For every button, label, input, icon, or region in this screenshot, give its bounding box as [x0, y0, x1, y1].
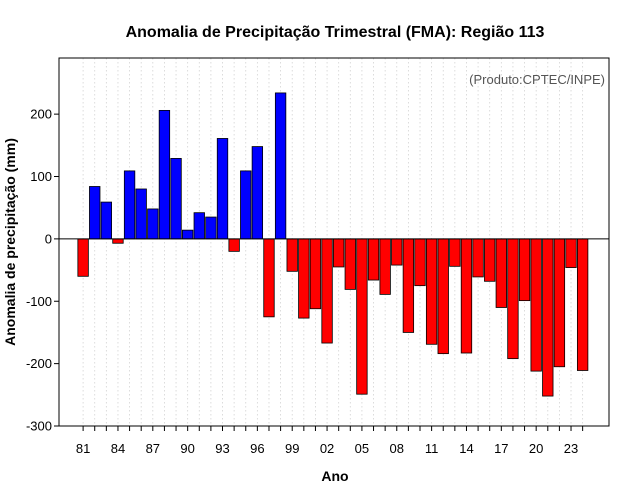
x-tick-label: 84: [111, 441, 125, 456]
x-tick-label: 02: [320, 441, 334, 456]
y-tick-label: -300: [26, 419, 52, 434]
bar-2009: [402, 238, 415, 333]
bar-1992: [205, 216, 217, 240]
x-tick-label: 11: [425, 441, 439, 456]
x-axis-label: Ano: [321, 468, 348, 484]
bar-1996: [251, 146, 264, 240]
bar-2019: [518, 238, 531, 302]
x-tick-label: 05: [355, 441, 369, 456]
bar-2017: [495, 238, 507, 308]
bar-2015: [472, 238, 484, 278]
y-tick-label: -100: [26, 294, 52, 309]
bar-1997: [263, 238, 275, 318]
bar-2023: [565, 238, 577, 268]
x-tick-label: 20: [529, 441, 543, 456]
bar-1995: [240, 170, 252, 240]
bar-2007: [379, 238, 391, 295]
bar-2008: [391, 238, 403, 266]
product-credit: (Produto:CPTEC/INPE): [469, 72, 605, 87]
bar-1988: [158, 109, 171, 240]
bar-1986: [135, 188, 147, 240]
x-tick-label: 87: [146, 441, 160, 456]
bar-2005: [356, 238, 368, 395]
x-tick-label: 14: [459, 441, 473, 456]
y-tick-label: -200: [26, 356, 52, 371]
bar-2011: [425, 238, 438, 345]
bar-2013: [449, 238, 461, 267]
bar-2021: [542, 238, 554, 397]
y-tick-label: 200: [30, 107, 52, 122]
y-axis-label: Anomalia de precipitação (mm): [2, 138, 18, 346]
bar-1993: [216, 138, 229, 240]
bar-1990: [182, 229, 194, 240]
bar-2018: [507, 238, 519, 360]
bar-2022: [553, 238, 566, 368]
bar-2010: [414, 238, 426, 287]
bar-1991: [193, 212, 205, 240]
bar-2006: [367, 238, 380, 281]
bar-1987: [147, 208, 159, 240]
bar-2016: [484, 238, 496, 282]
x-tick-label: 99: [285, 441, 299, 456]
bar-2003: [333, 238, 345, 268]
bar-1984: [112, 238, 124, 244]
bar-1989: [170, 158, 182, 240]
bar-1981: [77, 238, 89, 277]
x-tick-label: 23: [564, 441, 578, 456]
x-tick-label: 08: [390, 441, 404, 456]
bar-1982: [89, 186, 101, 240]
plot-frame: [58, 57, 610, 427]
bar-2014: [460, 238, 473, 354]
bar-2001: [309, 238, 322, 310]
bar-2020: [530, 238, 542, 372]
x-tick-label: 90: [180, 441, 194, 456]
x-tick-label: 81: [76, 441, 90, 456]
bar-2000: [298, 238, 310, 319]
y-tick-label: 0: [45, 231, 52, 246]
bar-1983: [100, 201, 112, 240]
bar-1985: [123, 170, 136, 240]
x-tick-label: 96: [250, 441, 264, 456]
bar-2002: [321, 238, 333, 344]
bar-2004: [344, 238, 356, 290]
bar-2012: [437, 238, 449, 355]
y-tick-label: 100: [30, 169, 52, 184]
chart-title: Anomalia de Precipitação Trimestral (FMA…: [126, 24, 545, 41]
bar-1999: [286, 238, 298, 272]
y-axis: -300 -200 -100 0 100 200: [26, 107, 59, 434]
bar-1994: [228, 238, 240, 252]
bars: [77, 92, 589, 397]
x-tick-label: 93: [215, 441, 229, 456]
x-tick-label: 17: [494, 441, 508, 456]
x-axis: 81 84 87 90 93 96 99 02 05 08 11 14 17 20 23: [76, 426, 584, 456]
bar-1998: [274, 92, 287, 240]
bar-2024: [576, 238, 589, 371]
